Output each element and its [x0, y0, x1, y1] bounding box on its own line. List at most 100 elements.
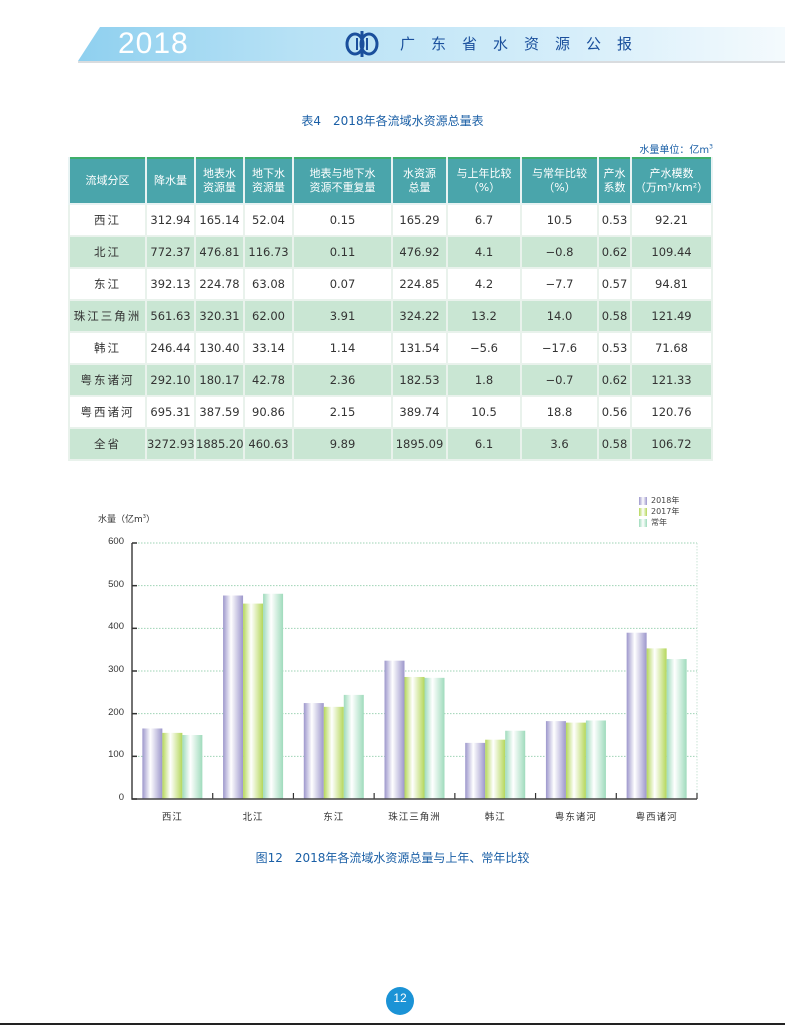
table-row: 粤西诸河 695.31 387.59 90.86 2.15 389.74 10.5 18.8 0… — [68, 395, 713, 429]
y-tick-label: 200 — [108, 706, 124, 718]
y-tick-label: 100 — [108, 749, 124, 761]
value-cell: 120.76 — [630, 395, 713, 429]
x-tick-label: 西江 — [161, 812, 183, 823]
bar — [585, 720, 606, 799]
column-header-line2: 资源不重复量 — [309, 181, 376, 194]
column-header-line2: 系数 — [603, 181, 626, 194]
table-header-row: 流域分区 降水量 地表水 资源量 地下水 资源量 地表与地下水 资源不重复量 水资源 总量 与上年比… — [68, 158, 713, 205]
legend-label: 2018年 — [651, 496, 680, 505]
value-cell: 52.04 — [243, 203, 294, 237]
value-cell: −0.8 — [520, 235, 599, 269]
bar — [243, 603, 264, 799]
value-cell: 13.2 — [446, 299, 522, 333]
value-cell: 0.58 — [597, 427, 632, 461]
value-cell: 62.00 — [243, 299, 294, 333]
value-cell: 42.78 — [243, 363, 294, 397]
value-cell: 695.31 — [145, 395, 196, 429]
water-resources-table: 流域分区 降水量 地表水 资源量 地下水 资源量 地表与地下水 资源不重复量 水资源 总量 与上年比… — [68, 157, 713, 461]
column-header: 流域分区 — [68, 158, 147, 205]
value-cell: 180.17 — [194, 363, 245, 397]
value-cell: 460.63 — [243, 427, 294, 461]
table-row: 珠江三角洲 561.63 320.31 62.00 3.91 324.22 13.2 14.0… — [68, 299, 713, 333]
bar — [646, 648, 667, 799]
column-header: 降水量 — [145, 158, 196, 205]
bar — [162, 732, 183, 799]
bar — [263, 593, 284, 799]
table-row: 粤东诸河 292.10 180.17 42.78 2.36 182.53 1.8 −0.7 0.… — [68, 363, 713, 397]
x-tick-label: 粤东诸河 — [554, 812, 597, 823]
header-title: 广东省水资源公报 — [400, 35, 649, 53]
x-tick-label: 珠江三角洲 — [388, 812, 441, 823]
value-cell: 320.31 — [194, 299, 245, 333]
unit-text: 水量单位：亿m — [639, 145, 710, 156]
legend-label: 2017年 — [651, 507, 680, 516]
column-header: 地表与地下水 资源不重复量 — [292, 158, 393, 205]
value-cell: 324.22 — [391, 299, 448, 333]
value-cell: 0.56 — [597, 395, 632, 429]
column-header-line1: 产水 — [603, 167, 626, 180]
column-header-line1: 与常年比较 — [532, 167, 587, 180]
value-cell: 18.8 — [520, 395, 599, 429]
unit-sup: 3 — [709, 143, 713, 151]
value-cell: 3.6 — [520, 427, 599, 461]
value-cell: 224.85 — [391, 267, 448, 301]
legend-swatch-icon — [639, 518, 647, 527]
value-cell: 224.78 — [194, 267, 245, 301]
value-cell: 9.89 — [292, 427, 393, 461]
column-header-line1: 地下水 — [252, 167, 285, 180]
bar — [666, 659, 687, 799]
basin-name-cell: 全省 — [68, 427, 147, 461]
value-cell: 0.58 — [597, 299, 632, 333]
value-cell: 292.10 — [145, 363, 196, 397]
bar — [223, 595, 244, 799]
value-cell: 0.11 — [292, 235, 393, 269]
value-cell: 92.21 — [630, 203, 713, 237]
value-cell: 772.37 — [145, 235, 196, 269]
value-cell: 1.14 — [292, 331, 393, 365]
column-header-line2: （%） — [467, 181, 501, 194]
chart-y-axis-label: 水量（亿m3） — [98, 514, 155, 525]
value-cell: 33.14 — [243, 331, 294, 365]
value-cell: 476.81 — [194, 235, 245, 269]
value-cell: 3272.93 — [145, 427, 196, 461]
x-tick-label: 韩江 — [484, 812, 506, 823]
table-row: 西江 312.94 165.14 52.04 0.15 165.29 6.7 10.5 0.53… — [68, 203, 713, 237]
value-cell: 63.08 — [243, 267, 294, 301]
value-cell: −7.7 — [520, 267, 599, 301]
column-header-line2: 资源量 — [203, 181, 236, 194]
legend-label: 常年 — [651, 518, 667, 527]
column-header: 水资源 总量 — [391, 158, 448, 205]
value-cell: 90.86 — [243, 395, 294, 429]
value-cell: 121.33 — [630, 363, 713, 397]
water-resources-emblem-icon — [345, 31, 379, 57]
value-cell: 116.73 — [243, 235, 294, 269]
legend-item: 2018年 — [639, 495, 679, 506]
header-divider — [78, 61, 785, 63]
value-cell: 106.72 — [630, 427, 713, 461]
value-cell: 389.74 — [391, 395, 448, 429]
value-cell: 3.91 — [292, 299, 393, 333]
bar — [182, 735, 203, 799]
bar — [303, 703, 324, 799]
bar — [485, 739, 506, 799]
value-cell: 1895.09 — [391, 427, 448, 461]
value-cell: 94.81 — [630, 267, 713, 301]
basin-name-cell: 珠江三角洲 — [68, 299, 147, 333]
column-header-line2: 资源量 — [252, 181, 285, 194]
value-cell: 6.7 — [446, 203, 522, 237]
table-row: 北江 772.37 476.81 116.73 0.11 476.92 4.1 −0.8 0.6… — [68, 235, 713, 269]
legend-item: 常年 — [639, 517, 679, 528]
chart-legend: 2018年 2017年常年 — [639, 495, 679, 528]
bar — [424, 677, 445, 799]
table-row: 韩江 246.44 130.40 33.14 1.14 131.54 −5.6 −17.6 0.… — [68, 331, 713, 365]
column-header: 产水 系数 — [597, 158, 632, 205]
value-cell: 0.53 — [597, 203, 632, 237]
value-cell: −17.6 — [520, 331, 599, 365]
bar — [545, 721, 566, 799]
column-header: 与上年比较 （%） — [446, 158, 522, 205]
y-tick-label: 500 — [108, 578, 124, 590]
bar — [343, 694, 364, 799]
bar — [565, 722, 586, 799]
column-header-line1: 流域分区 — [85, 174, 130, 187]
value-cell: 1885.20 — [194, 427, 245, 461]
